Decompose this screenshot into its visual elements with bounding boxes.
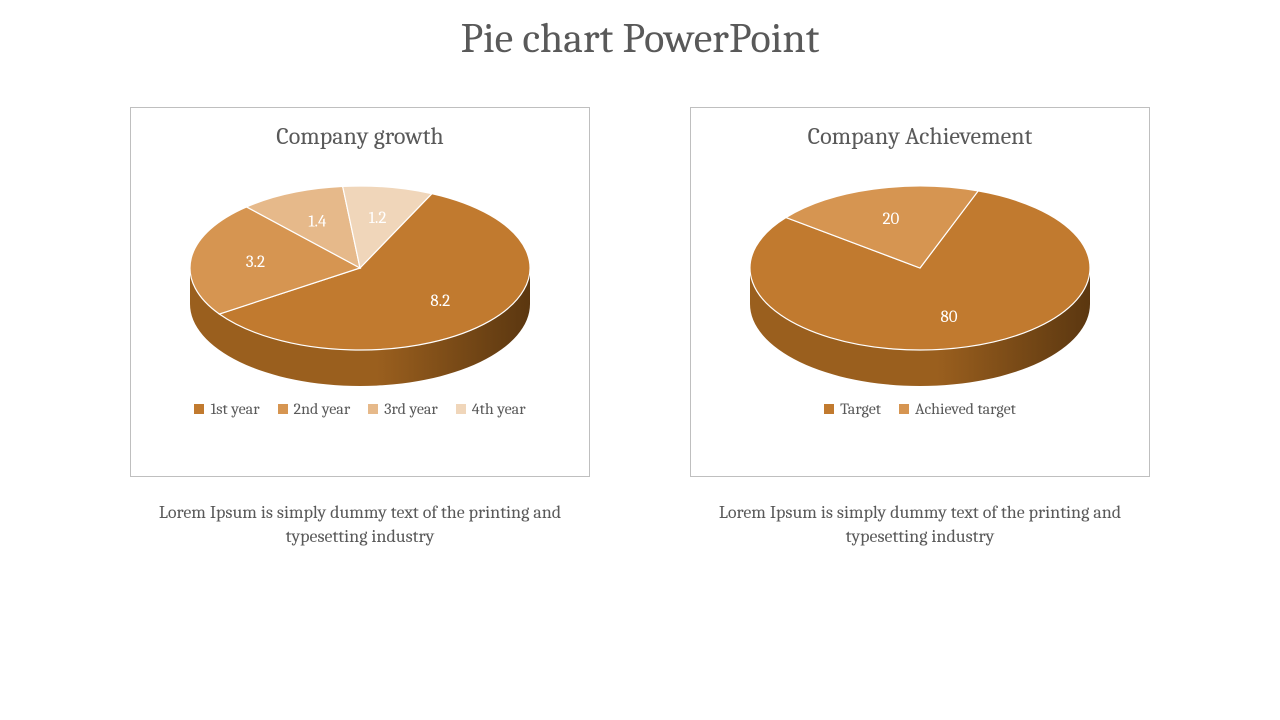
chart-box-achievement: Company Achievement 80 20 Target Achieved … (690, 107, 1150, 477)
chart-column-left: Company growth 8.2 3.2 1.4 1.2 1st year 2nd … (130, 107, 590, 550)
pie-data-label: 8.2 (430, 292, 450, 311)
legend-label: Achieved target (915, 400, 1016, 418)
legend-swatch (824, 404, 834, 414)
legend-item: 2nd year (278, 400, 351, 418)
chart-column-right: Company Achievement 80 20 Target Achieved … (690, 107, 1150, 550)
legend-label: 3rd year (384, 400, 438, 418)
pie-data-label: 1.4 (308, 213, 327, 232)
pie-data-label: 1.2 (369, 209, 387, 228)
legend-label: 4th year (472, 400, 526, 418)
chart-title: Company Achievement (808, 122, 1033, 150)
legend-item: 3rd year (368, 400, 438, 418)
pie-3d-chart: 80 20 (710, 154, 1130, 394)
chart-legend: Target Achieved target (824, 400, 1016, 418)
chart-caption: Lorem Ipsum is simply dummy text of the … (690, 501, 1150, 550)
legend-label: 2nd year (294, 400, 351, 418)
legend-item: Achieved target (899, 400, 1016, 418)
chart-caption: Lorem Ipsum is simply dummy text of the … (130, 501, 590, 550)
pie-data-label: 80 (941, 308, 958, 327)
legend-item: 1st year (194, 400, 259, 418)
legend-swatch (194, 404, 204, 414)
legend-item: 4th year (456, 400, 526, 418)
pie-data-label: 20 (883, 210, 900, 229)
chart-row: Company growth 8.2 3.2 1.4 1.2 1st year 2nd … (0, 107, 1280, 550)
legend-label: Target (840, 400, 881, 418)
chart-title: Company growth (276, 122, 443, 150)
legend-swatch (278, 404, 288, 414)
legend-swatch (368, 404, 378, 414)
pie-data-label: 3.2 (246, 253, 265, 272)
legend-swatch (899, 404, 909, 414)
chart-box-growth: Company growth 8.2 3.2 1.4 1.2 1st year 2nd … (130, 107, 590, 477)
slide-title: Pie chart PowerPoint (0, 0, 1280, 71)
legend-label: 1st year (210, 400, 259, 418)
legend-swatch (456, 404, 466, 414)
legend-item: Target (824, 400, 881, 418)
pie-3d-chart: 8.2 3.2 1.4 1.2 (150, 154, 570, 394)
chart-legend: 1st year 2nd year 3rd year 4th year (194, 400, 525, 418)
